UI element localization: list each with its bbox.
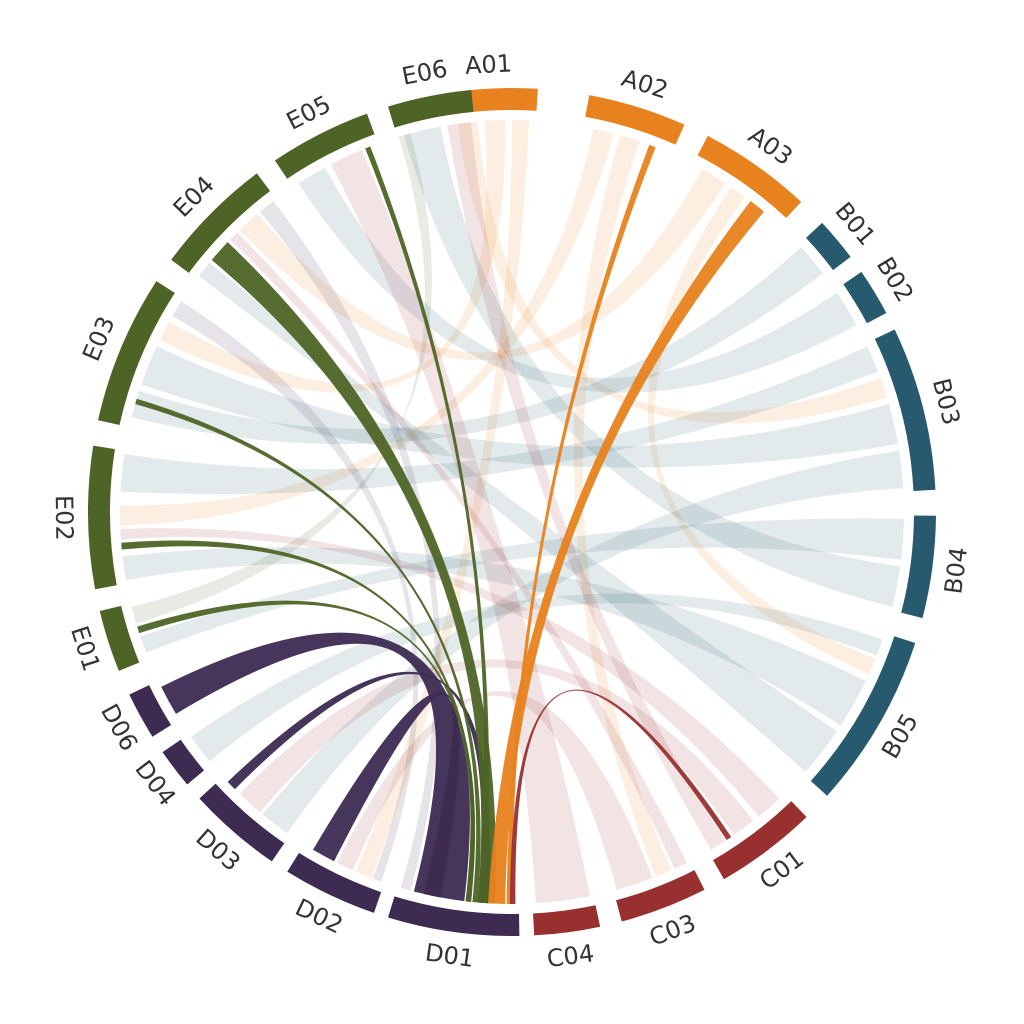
label-c04: C04: [545, 939, 596, 973]
ribbon-a02-e02: [120, 128, 614, 526]
segment-e03: [98, 281, 175, 425]
label-b03: B03: [927, 375, 966, 427]
ribbon-a01-d02: [355, 120, 530, 878]
ribbon-a01-b03: [457, 121, 887, 424]
segment-b02: [843, 271, 887, 324]
segment-e06: [388, 89, 474, 128]
label-a02: A02: [618, 64, 671, 105]
label-e03: E03: [77, 312, 120, 365]
ribbons-highlight-layer: [121, 144, 764, 904]
ribbon-b04-e01: [140, 518, 904, 653]
ribbon-d01-e04: [211, 242, 496, 904]
segment-b05: [810, 636, 916, 796]
segment-b03: [874, 329, 936, 491]
ribbon-b03-e03: [141, 346, 899, 468]
ribbon-c01-e06: [447, 122, 726, 850]
label-c03: C03: [645, 909, 699, 952]
ribbon-d01-e04: [260, 201, 441, 891]
label-e05: E05: [282, 90, 335, 136]
segment-a03: [697, 135, 802, 218]
segment-d02: [287, 852, 382, 913]
segment-b04: [901, 515, 936, 619]
ribbon-b04-e06: [403, 126, 901, 607]
label-b05: B05: [876, 709, 924, 764]
ribbon-a03-b05: [647, 187, 876, 675]
segment-e02: [87, 445, 117, 590]
segments-layer: [87, 87, 936, 937]
segment-e04: [171, 173, 271, 273]
label-a01: A01: [464, 49, 512, 79]
ribbon-a03-e04: [239, 169, 726, 361]
segment-c01: [713, 801, 807, 880]
label-e01: E01: [65, 623, 106, 675]
segment-a02: [585, 95, 685, 145]
ribbon-c04-e05: [330, 149, 591, 904]
label-d02: D02: [291, 893, 347, 939]
ribbon-c03-d02: [337, 691, 653, 890]
ribbon-d01-d03: [227, 671, 490, 904]
segment-e05: [274, 113, 375, 179]
ribbon-b05-d04: [190, 593, 883, 762]
segment-d03: [199, 783, 285, 862]
ribbon-b03-d03: [262, 450, 904, 834]
ribbon-b05-e04: [198, 262, 837, 772]
ribbon-b05-e02: [122, 547, 866, 726]
label-e02: E02: [50, 495, 79, 541]
ribbons-background-layer: [120, 120, 904, 904]
label-e06: E06: [399, 54, 449, 90]
segment-c03: [616, 870, 705, 922]
label-d01: D01: [423, 938, 475, 973]
segment-b01: [806, 222, 851, 271]
ribbon-c01-d03: [239, 659, 754, 836]
ribbon-d02-e03: [172, 301, 419, 882]
label-b04: B04: [939, 545, 973, 595]
segment-d01: [388, 896, 520, 937]
ribbon-b03-e02: [120, 346, 878, 495]
segment-d04: [162, 739, 205, 785]
segment-e01: [99, 605, 140, 671]
segment-d06: [129, 685, 172, 737]
segment-c04: [533, 905, 601, 936]
